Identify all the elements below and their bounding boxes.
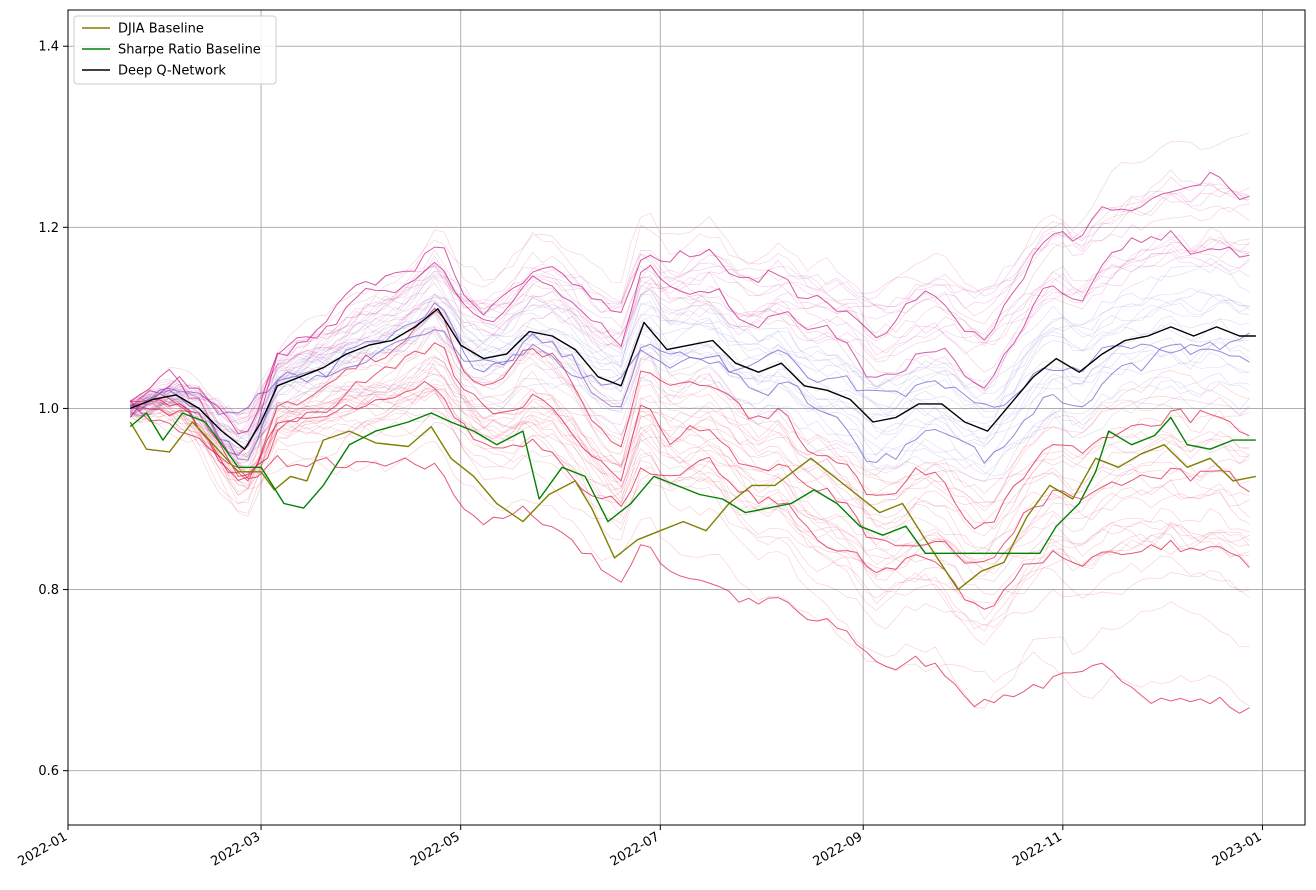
ensemble-run-line (130, 293, 1250, 457)
ensemble-run-line (130, 407, 1250, 604)
ensemble-run-line (130, 132, 1250, 435)
ensemble-run-line (130, 169, 1250, 443)
ensemble-run-line (130, 354, 1250, 632)
ensemble-run-line (129, 239, 1250, 433)
ensemble-run-line (130, 257, 1250, 447)
ensemble-run-line (129, 400, 1250, 714)
ensemble-run-line (130, 312, 1250, 537)
ensemble-run-line (129, 307, 1250, 530)
ensemble-run-line (129, 229, 1250, 456)
x-tick-label: 2022-03 (209, 829, 264, 869)
series-lines (129, 308, 1257, 591)
ensemble-run-line (130, 248, 1250, 417)
ensemble-run-line (130, 392, 1250, 530)
ensemble-run-line (130, 366, 1250, 508)
ensemble-run-line (130, 393, 1250, 584)
ensemble-run-line (130, 387, 1250, 571)
ensemble-run-line (129, 176, 1250, 425)
ensemble-run-line (130, 236, 1250, 415)
ensemble-run-line (129, 390, 1250, 709)
ensemble-run-line (130, 371, 1250, 506)
ensemble-run-line (130, 373, 1250, 523)
x-tick-label: 2022-05 (408, 829, 463, 869)
ensemble-run-line (130, 383, 1250, 596)
ensemble-run-line (130, 312, 1250, 459)
series-line-2 (129, 308, 1256, 450)
series-line-0 (129, 421, 1257, 591)
ensemble-run-line (130, 190, 1250, 423)
ensemble-run-line (130, 327, 1250, 503)
ensemble-run-line (130, 326, 1250, 483)
y-tick-label: 1.0 (38, 402, 59, 417)
ensemble-run-line (130, 378, 1250, 477)
y-tick-label: 0.6 (38, 764, 59, 779)
ensemble-run-line (130, 384, 1250, 485)
ensemble-run-line (130, 289, 1250, 438)
ensemble-run-line (129, 227, 1250, 464)
ensemble-run-line (130, 308, 1250, 453)
ensemble-run-line (129, 360, 1250, 621)
ensemble-run-line (129, 294, 1250, 425)
ensemble-runs (129, 132, 1250, 714)
ensemble-run-line (130, 236, 1250, 423)
legend: DJIA Baseline Sharpe Ratio Baseline Deep Q… (73, 15, 277, 85)
ensemble-run-line (129, 408, 1250, 707)
ensemble-run-line (130, 388, 1250, 575)
series-line-1 (129, 412, 1256, 554)
legend-box (73, 15, 277, 85)
ensemble-run-line (130, 407, 1250, 630)
grid (67, 10, 1305, 825)
ensemble-run-line (130, 206, 1250, 413)
ensemble-run-line (130, 238, 1250, 435)
ensemble-run-line (130, 384, 1250, 549)
ensemble-run-line (130, 346, 1250, 494)
ensemble-run-line (130, 309, 1250, 454)
ensemble-run-line (130, 363, 1250, 469)
ensemble-run-line (130, 252, 1250, 421)
ensemble-run-line (130, 310, 1250, 468)
ensemble-run-line (130, 331, 1250, 560)
y-tick-label: 1.2 (38, 221, 59, 236)
x-tick-label: 2023-01 (1210, 829, 1265, 869)
ensemble-run-line (130, 342, 1250, 564)
ensemble-run-line (130, 325, 1250, 557)
legend-label: Sharpe Ratio Baseline (118, 43, 261, 58)
x-tick-label: 2022-09 (811, 829, 866, 869)
x-tick-label: 2022-11 (1010, 829, 1065, 869)
ensemble-run-line (130, 263, 1250, 455)
x-tick-label: 2022-01 (15, 829, 70, 869)
ensemble-run-line (130, 192, 1250, 419)
legend-label: DJIA Baseline (118, 22, 204, 37)
legend-label: Deep Q-Network (118, 64, 226, 79)
plot-frame (67, 9, 1306, 826)
ensemble-run-line (130, 396, 1250, 576)
ensemble-run-line (129, 171, 1250, 435)
ensemble-run-line (130, 367, 1250, 626)
y-tick-label: 0.8 (38, 583, 59, 598)
ensemble-run-line (130, 380, 1250, 610)
y-tick-label: 1.4 (38, 40, 59, 55)
ensemble-run-line (130, 328, 1250, 577)
ensemble-run-line (130, 357, 1250, 566)
ensemble-run-line (129, 181, 1250, 436)
ensemble-run-line (130, 187, 1250, 416)
x-tick-label: 2022-07 (608, 829, 663, 869)
ensemble-run-line (130, 255, 1250, 449)
ensemble-run-line (129, 242, 1250, 433)
ensemble-run-line (130, 328, 1250, 475)
ensemble-run-line (129, 300, 1250, 449)
axes: 2022-01 2022-03 2022-05 2022-07 2022-09 2022-… (15, 40, 1264, 870)
ensemble-run-line (129, 274, 1250, 470)
